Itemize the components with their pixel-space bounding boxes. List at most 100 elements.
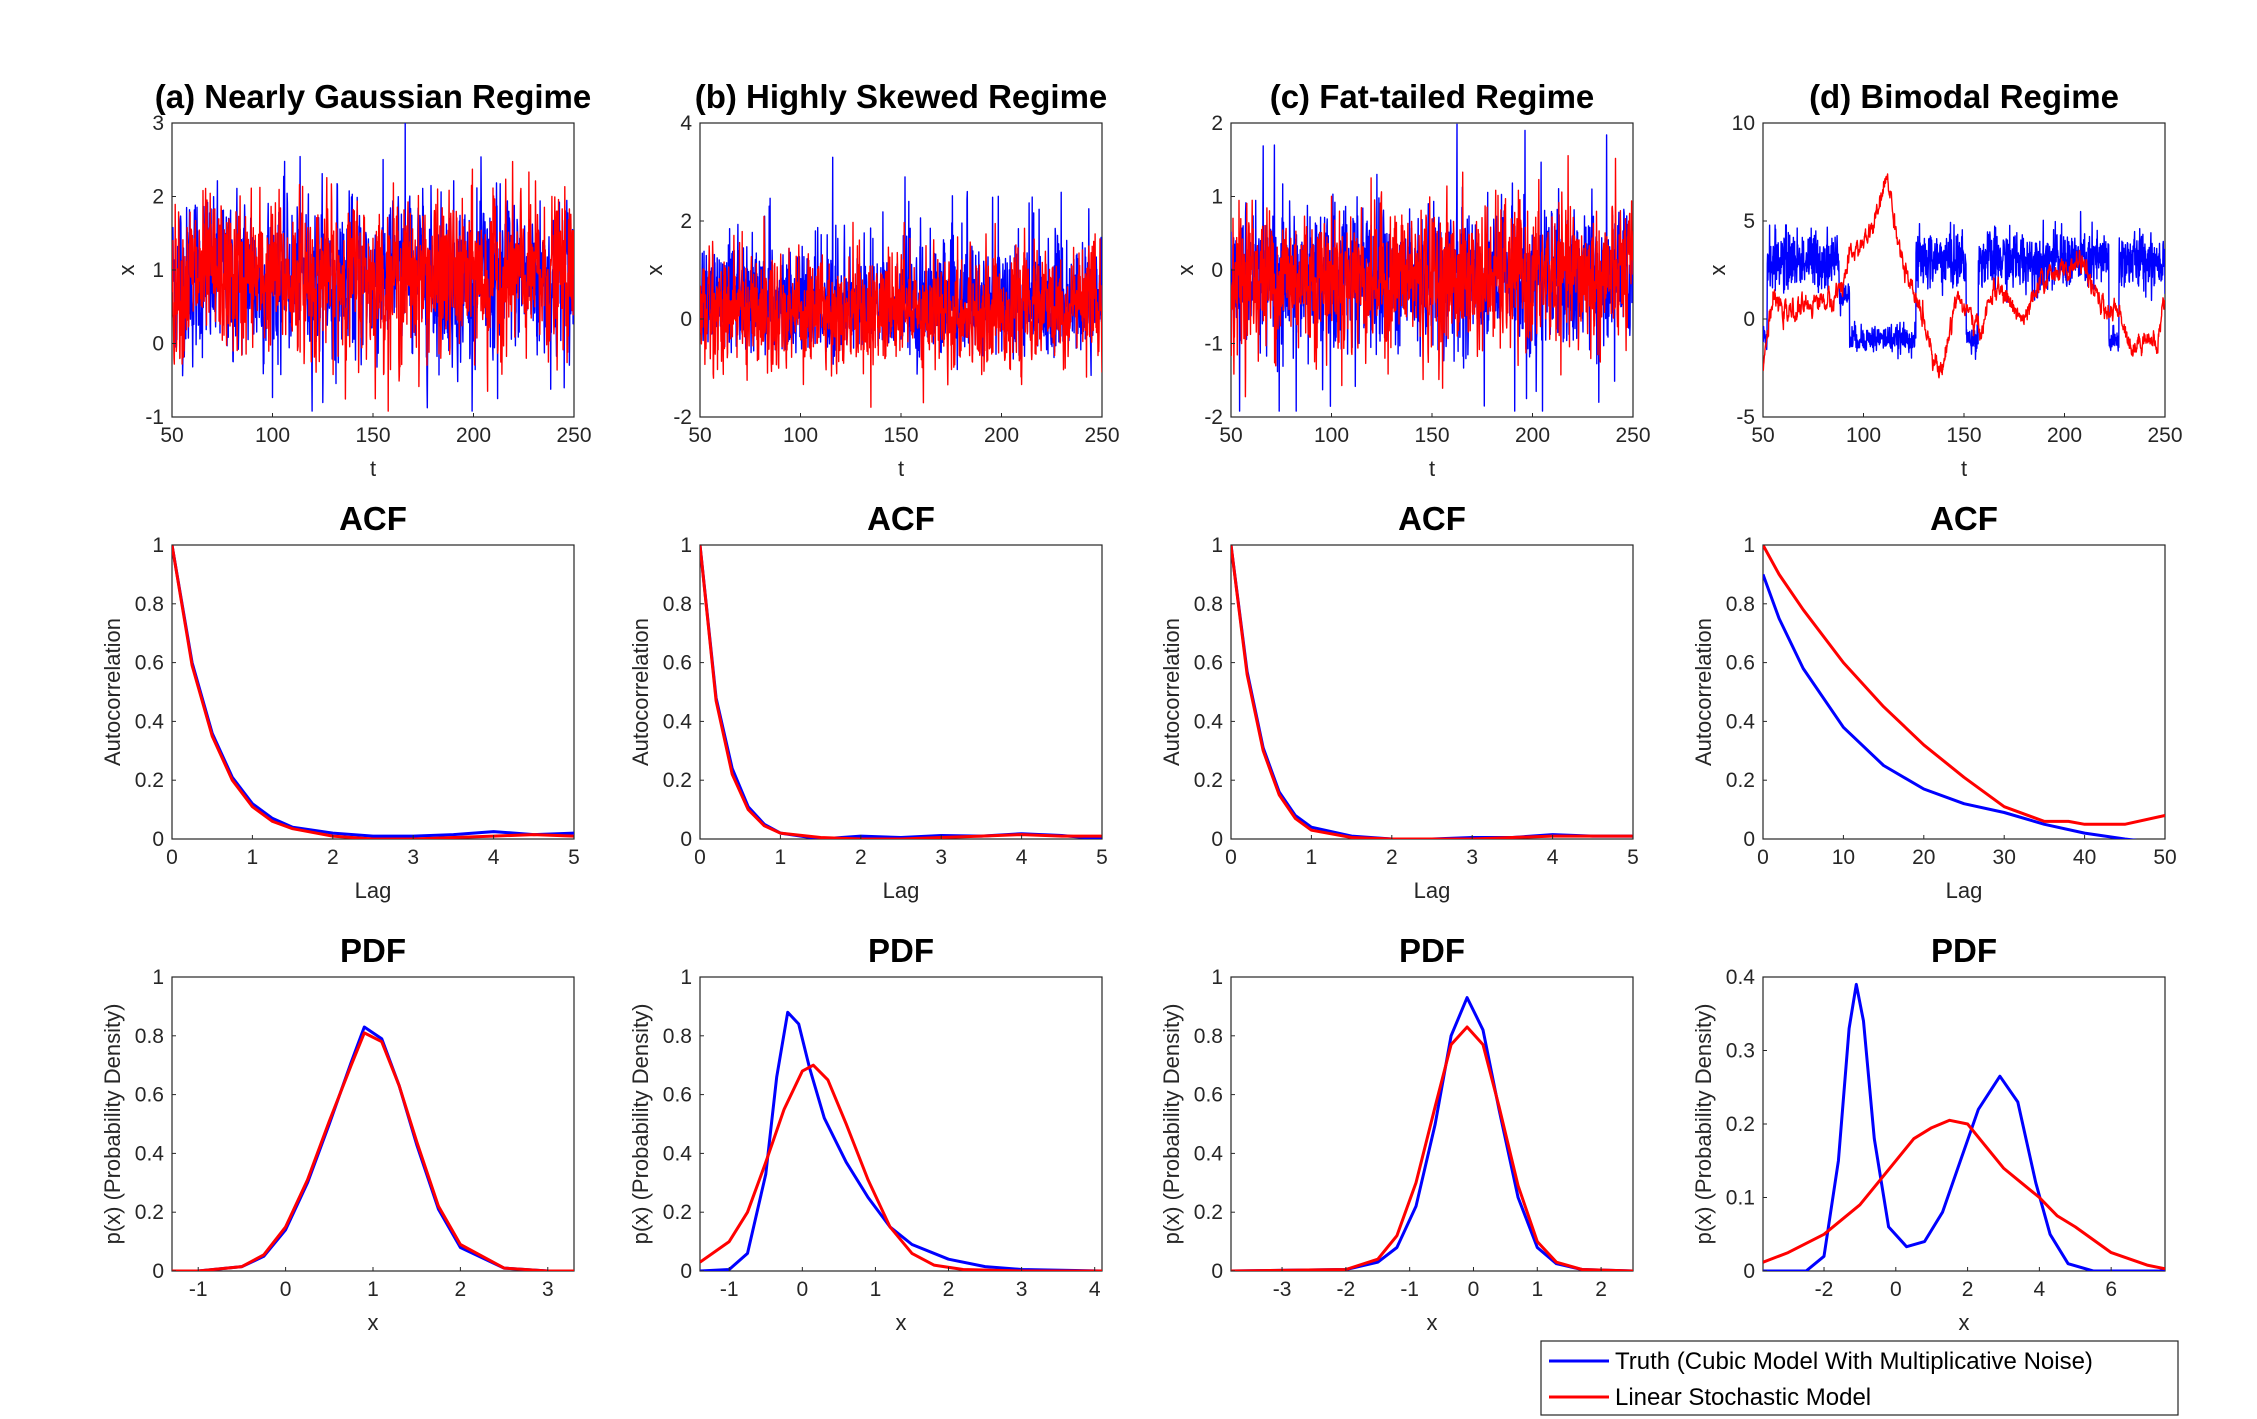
y-tick-label: 0.4 xyxy=(1194,1142,1224,1165)
y-tick-label: 0 xyxy=(1743,1260,1755,1283)
y-tick-label: 0 xyxy=(1211,259,1223,282)
chart-d-ts: 50 100 150 200 250 -5 0 5 10 (d) Bimodal Regime t x xyxy=(1705,78,2183,481)
y-tick-label: 0.6 xyxy=(1726,652,1755,675)
series-line-d-acf-linear xyxy=(1763,545,2165,826)
x-axis-label: Lag xyxy=(1946,878,1983,903)
y-tick-label: 5 xyxy=(1743,210,1755,233)
y-axis-label: x xyxy=(1705,265,1730,276)
series-line-b-ts-linear xyxy=(700,215,1102,408)
y-tick-label: 0.2 xyxy=(1194,769,1223,792)
chart-a-pdf: -1 0 1 2 3 0 0.2 0.4 0.6 0.8 1 PDF x p(x) (Probabilit… xyxy=(100,932,575,1335)
y-tick-label: 0 xyxy=(680,308,692,331)
x-axis-label: Lag xyxy=(1414,878,1451,903)
chart-c-acf: 0 1 2 3 4 5 0 0.2 0.4 0.6 0.8 1 ACF Lag Autocorrelatio… xyxy=(1159,500,1639,903)
x-tick-label: 30 xyxy=(1993,846,2016,869)
y-tick-label: 0.8 xyxy=(135,593,164,616)
chart-title: PDF xyxy=(868,932,934,969)
x-tick-label: 3 xyxy=(407,846,419,869)
y-tick-label: 0.4 xyxy=(663,1142,693,1165)
chart-title: (b) Highly Skewed Regime xyxy=(695,78,1108,115)
x-tick-label: 2 xyxy=(455,1278,467,1301)
plot-area-b-acf xyxy=(699,544,1103,840)
y-tick-label: 0.6 xyxy=(135,1084,164,1107)
plot-area-d-acf xyxy=(1762,544,2166,840)
chart-title: ACF xyxy=(339,500,407,537)
x-axis-label: t xyxy=(1961,456,1967,481)
y-axis-label: Autocorrelation xyxy=(1691,618,1716,766)
y-tick-label: 0.4 xyxy=(663,710,693,733)
y-tick-label: 0.2 xyxy=(1726,769,1755,792)
y-tick-label: 0 xyxy=(680,1260,692,1283)
x-tick-label: -2 xyxy=(1815,1278,1834,1301)
x-axis-label: Lag xyxy=(883,878,920,903)
x-tick-label: 0 xyxy=(166,846,178,869)
chart-title: (c) Fat-tailed Regime xyxy=(1270,78,1595,115)
x-tick-label: 250 xyxy=(556,424,591,447)
plot-area-c-acf xyxy=(1230,544,1634,840)
y-axis-label: Autocorrelation xyxy=(100,618,125,766)
series-line-b-acf-linear xyxy=(700,545,1102,839)
y-tick-label: 2 xyxy=(680,210,692,233)
legend-label-truth: Truth (Cubic Model With Multiplicative N… xyxy=(1615,1348,2093,1375)
legend-box xyxy=(1540,1340,2179,1416)
series-line-c-pdf-truth xyxy=(1231,996,1633,1271)
x-tick-label: 4 xyxy=(488,846,500,869)
series-line-a-pdf-linear xyxy=(172,1031,574,1271)
y-axis-label: x xyxy=(642,265,667,276)
x-tick-label: 2 xyxy=(1595,1278,1607,1301)
x-tick-label: -1 xyxy=(189,1278,208,1301)
chart-b-ts: 50 100 150 200 250 -2 0 2 4(b) Highly Skewed Reg… xyxy=(642,78,1120,481)
y-tick-label: 0.2 xyxy=(663,1201,692,1224)
chart-title: PDF xyxy=(340,932,406,969)
y-tick-label: 2 xyxy=(152,186,164,209)
x-tick-label: 200 xyxy=(456,424,491,447)
x-tick-label: 1 xyxy=(247,846,259,869)
y-tick-label: 1 xyxy=(1211,534,1223,557)
x-tick-label: 3 xyxy=(935,846,947,869)
x-tick-label: 0 xyxy=(796,1278,808,1301)
y-axis-label: p(x) (Probability Density) xyxy=(1691,1004,1716,1245)
y-tick-label: 0.4 xyxy=(135,710,165,733)
x-tick-label: 150 xyxy=(883,424,918,447)
x-tick-label: 5 xyxy=(1627,846,1639,869)
x-tick-label: -2 xyxy=(1337,1278,1356,1301)
y-axis-label: p(x) (Probability Density) xyxy=(628,1004,653,1245)
chart-title: PDF xyxy=(1931,932,1997,969)
y-tick-label: 0.8 xyxy=(135,1025,164,1048)
chart-d-pdf: -2 0 2 4 6 0 0.1 0.2 0.3 0.4 PDF x p(x) (Probability… xyxy=(1691,932,2166,1335)
y-tick-label: 0.6 xyxy=(663,1084,692,1107)
x-tick-label: 50 xyxy=(2153,846,2176,869)
y-tick-label: 0.8 xyxy=(663,1025,692,1048)
x-tick-label: 1 xyxy=(1306,846,1318,869)
x-tick-label: 4 xyxy=(1089,1278,1101,1301)
y-tick-label: 0 xyxy=(152,828,164,851)
y-tick-label: 0.2 xyxy=(135,769,164,792)
chart-title: ACF xyxy=(1398,500,1466,537)
x-tick-label: 50 xyxy=(1751,424,1774,447)
x-tick-label: 50 xyxy=(1219,424,1242,447)
y-tick-label: 1 xyxy=(1211,186,1223,209)
y-tick-label: 0.2 xyxy=(663,769,692,792)
x-tick-label: 20 xyxy=(1912,846,1935,869)
x-tick-label: 5 xyxy=(1096,846,1108,869)
y-tick-label: 3 xyxy=(152,112,164,135)
x-axis-label: x xyxy=(368,1310,379,1335)
x-tick-label: 200 xyxy=(984,424,1019,447)
legend: Truth (Cubic Model With Multiplicative N… xyxy=(1540,1340,2179,1416)
x-tick-label: 100 xyxy=(1846,424,1881,447)
x-tick-label: 200 xyxy=(1515,424,1550,447)
x-tick-label: 4 xyxy=(1547,846,1559,869)
plot-area-a-acf xyxy=(171,544,575,840)
y-tick-label: 0 xyxy=(152,333,164,356)
y-tick-label: -1 xyxy=(145,406,164,429)
y-axis-label: p(x) (Probability Density) xyxy=(100,1004,125,1245)
x-tick-label: 4 xyxy=(2034,1278,2046,1301)
x-axis-label: t xyxy=(898,456,904,481)
y-tick-label: 0.4 xyxy=(135,1142,165,1165)
x-tick-label: 250 xyxy=(1084,424,1119,447)
chart-c-pdf: -3 -2 -1 0 1 2 0 0.2 0.4 0.6 0.8 1 PDF x p(x) (Probabi… xyxy=(1159,932,1634,1335)
y-tick-label: 0 xyxy=(152,1260,164,1283)
y-axis-label: p(x) (Probability Density) xyxy=(1159,1004,1184,1245)
y-tick-label: 0.2 xyxy=(135,1201,164,1224)
x-tick-label: 150 xyxy=(1414,424,1449,447)
